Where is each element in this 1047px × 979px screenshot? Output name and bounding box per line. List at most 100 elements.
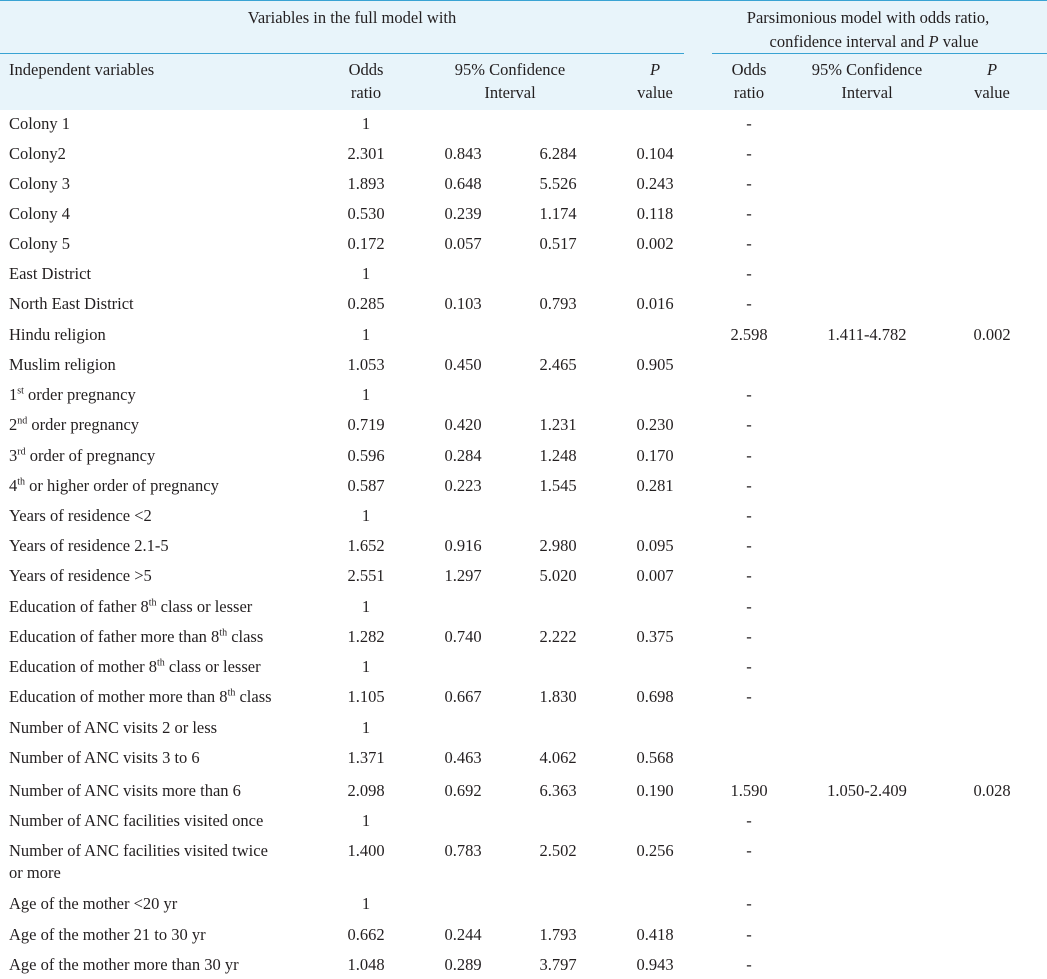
row-label-text: Muslim religion xyxy=(9,355,116,374)
odds-ratio-cell: 0.172 xyxy=(347,234,385,253)
row-label-ordinal: 1 xyxy=(9,385,18,404)
row-label-text: or higher order of pregnancy xyxy=(25,476,219,495)
odds-ratio-cell: 1.893 xyxy=(347,174,385,193)
p-value-cell: 0.698 xyxy=(636,687,674,706)
odds-ratio-cell: 1 xyxy=(361,114,371,133)
row-label-suffix: class xyxy=(227,627,264,646)
parsimonious-odds-cell: - xyxy=(746,597,752,616)
ci-upper-cell: 2.222 xyxy=(539,627,577,646)
odds-ratio-cell: 0.285 xyxy=(347,294,385,313)
row-label-superscript: rd xyxy=(17,446,26,458)
ci-upper-cell: 1.231 xyxy=(539,415,577,434)
ci-upper-cell: 3.797 xyxy=(539,955,577,974)
row-label: Education of father more than 8th class xyxy=(9,626,263,648)
ci-lower-cell: 0.284 xyxy=(444,446,482,465)
col-header-pars-ci-1: 95% Confidence xyxy=(811,60,923,79)
row-label-text: Colony 5 xyxy=(9,234,70,253)
parsimonious-odds-cell: - xyxy=(746,627,752,646)
col-header-pars-odds-2: ratio xyxy=(733,83,765,102)
row-label: Colony2 xyxy=(9,143,66,165)
row-label-suffix: class or lesser xyxy=(164,657,261,676)
row-label-text: Education of father 8 xyxy=(9,597,149,616)
title-line2-p: P xyxy=(928,32,939,51)
p-value-cell: 0.230 xyxy=(636,415,674,434)
p-value-cell: 0.118 xyxy=(636,204,674,223)
parsimonious-odds-cell: 1.590 xyxy=(730,781,768,800)
row-label-text: order pregnancy xyxy=(23,385,136,404)
p-value-cell: 0.943 xyxy=(636,955,674,974)
ci-upper-cell: 1.248 xyxy=(539,446,577,465)
row-label: Years of residence 2.1-5 xyxy=(9,535,169,557)
p-value-cell: 0.104 xyxy=(636,144,674,163)
p-value-cell: 0.002 xyxy=(636,234,674,253)
row-label-text: Colony 1 xyxy=(9,114,70,133)
row-label: 4th or higher order of pregnancy xyxy=(9,475,219,497)
row-label-superscript: th xyxy=(148,597,157,609)
col-header-p-2: value xyxy=(637,83,673,102)
row-label: Years of residence >5 xyxy=(9,565,152,587)
row-label-superscript: nd xyxy=(17,415,28,427)
parsimonious-odds-cell: - xyxy=(746,294,752,313)
row-label-text: Education of mother more than 8 xyxy=(9,687,228,706)
row-label-ordinal: 3 xyxy=(9,446,18,465)
p-value-cell: 0.281 xyxy=(636,476,674,495)
ci-lower-cell: 0.916 xyxy=(444,536,482,555)
parsimonious-odds-cell: - xyxy=(746,144,752,163)
p-value-cell: 0.095 xyxy=(636,536,674,555)
col-header-pars-p-2: value xyxy=(974,83,1010,102)
row-label: Number of ANC visits 3 to 6 xyxy=(9,747,200,769)
ci-lower-cell: 0.843 xyxy=(444,144,482,163)
parsimonious-odds-cell: - xyxy=(746,415,752,434)
row-label-text: Education of mother 8 xyxy=(9,657,158,676)
row-label-superscript: th xyxy=(17,476,26,488)
ci-lower-cell: 0.289 xyxy=(444,955,482,974)
ci-upper-cell: 1.793 xyxy=(539,925,577,944)
row-label: 1st order pregnancy xyxy=(9,384,136,406)
parsimonious-odds-cell: - xyxy=(746,566,752,585)
ci-lower-cell: 0.103 xyxy=(444,294,482,313)
parsimonious-odds-cell: - xyxy=(746,894,752,913)
parsimonious-odds-cell: - xyxy=(746,687,752,706)
ci-lower-cell: 0.239 xyxy=(444,204,482,223)
ci-lower-cell: 0.692 xyxy=(444,781,482,800)
row-label: Education of father 8th class or lesser xyxy=(9,596,252,618)
p-value-cell: 0.243 xyxy=(636,174,674,193)
row-label: Number of ANC facilities visited twice or… xyxy=(9,840,268,884)
odds-ratio-cell: 1.652 xyxy=(347,536,385,555)
col-header-ci-2: Interval xyxy=(484,83,536,102)
p-value-cell: 0.007 xyxy=(636,566,674,585)
row-label: Age of the mother 21 to 30 yr xyxy=(9,924,206,946)
odds-ratio-cell: 1.400 xyxy=(347,841,385,860)
parsimonious-ci-cell: 1.050-2.409 xyxy=(827,781,907,800)
row-label: Education of mother more than 8th class xyxy=(9,686,272,708)
odds-ratio-cell: 1.282 xyxy=(347,627,385,646)
ci-lower-cell: 0.648 xyxy=(444,174,482,193)
row-label: Number of ANC visits 2 or less xyxy=(9,717,217,739)
odds-ratio-cell: 0.530 xyxy=(347,204,385,223)
table-header-band xyxy=(0,0,1047,110)
ci-upper-cell: 1.174 xyxy=(539,204,577,223)
parsimonious-odds-cell: - xyxy=(746,114,752,133)
p-value-cell: 0.905 xyxy=(636,355,674,374)
row-label-text: order pregnancy xyxy=(27,415,140,434)
odds-ratio-cell: 0.587 xyxy=(347,476,385,495)
full-model-title: Variables in the full model with xyxy=(247,8,457,27)
odds-ratio-cell: 0.719 xyxy=(347,415,385,434)
parsimonious-odds-cell: - xyxy=(746,476,752,495)
odds-ratio-cell: 2.301 xyxy=(347,144,385,163)
parsimonious-odds-cell: - xyxy=(746,925,752,944)
row-label-text: Colony 3 xyxy=(9,174,70,193)
parsimonious-odds-cell: - xyxy=(746,264,752,283)
ci-lower-cell: 0.244 xyxy=(444,925,482,944)
ci-upper-cell: 2.465 xyxy=(539,355,577,374)
ci-lower-cell: 0.463 xyxy=(444,748,482,767)
row-label-text: North East District xyxy=(9,294,134,313)
p-value-cell: 0.375 xyxy=(636,627,674,646)
row-label-text: Number of ANC visits 2 or less xyxy=(9,718,218,737)
odds-ratio-cell: 1.105 xyxy=(347,687,385,706)
row-label-text: order of pregnancy xyxy=(25,446,156,465)
parsimonious-odds-cell: - xyxy=(746,174,752,193)
ci-lower-cell: 0.450 xyxy=(444,355,482,374)
row-label-text: Age of the mother 21 to 30 yr xyxy=(9,925,206,944)
odds-ratio-cell: 1 xyxy=(361,506,371,525)
